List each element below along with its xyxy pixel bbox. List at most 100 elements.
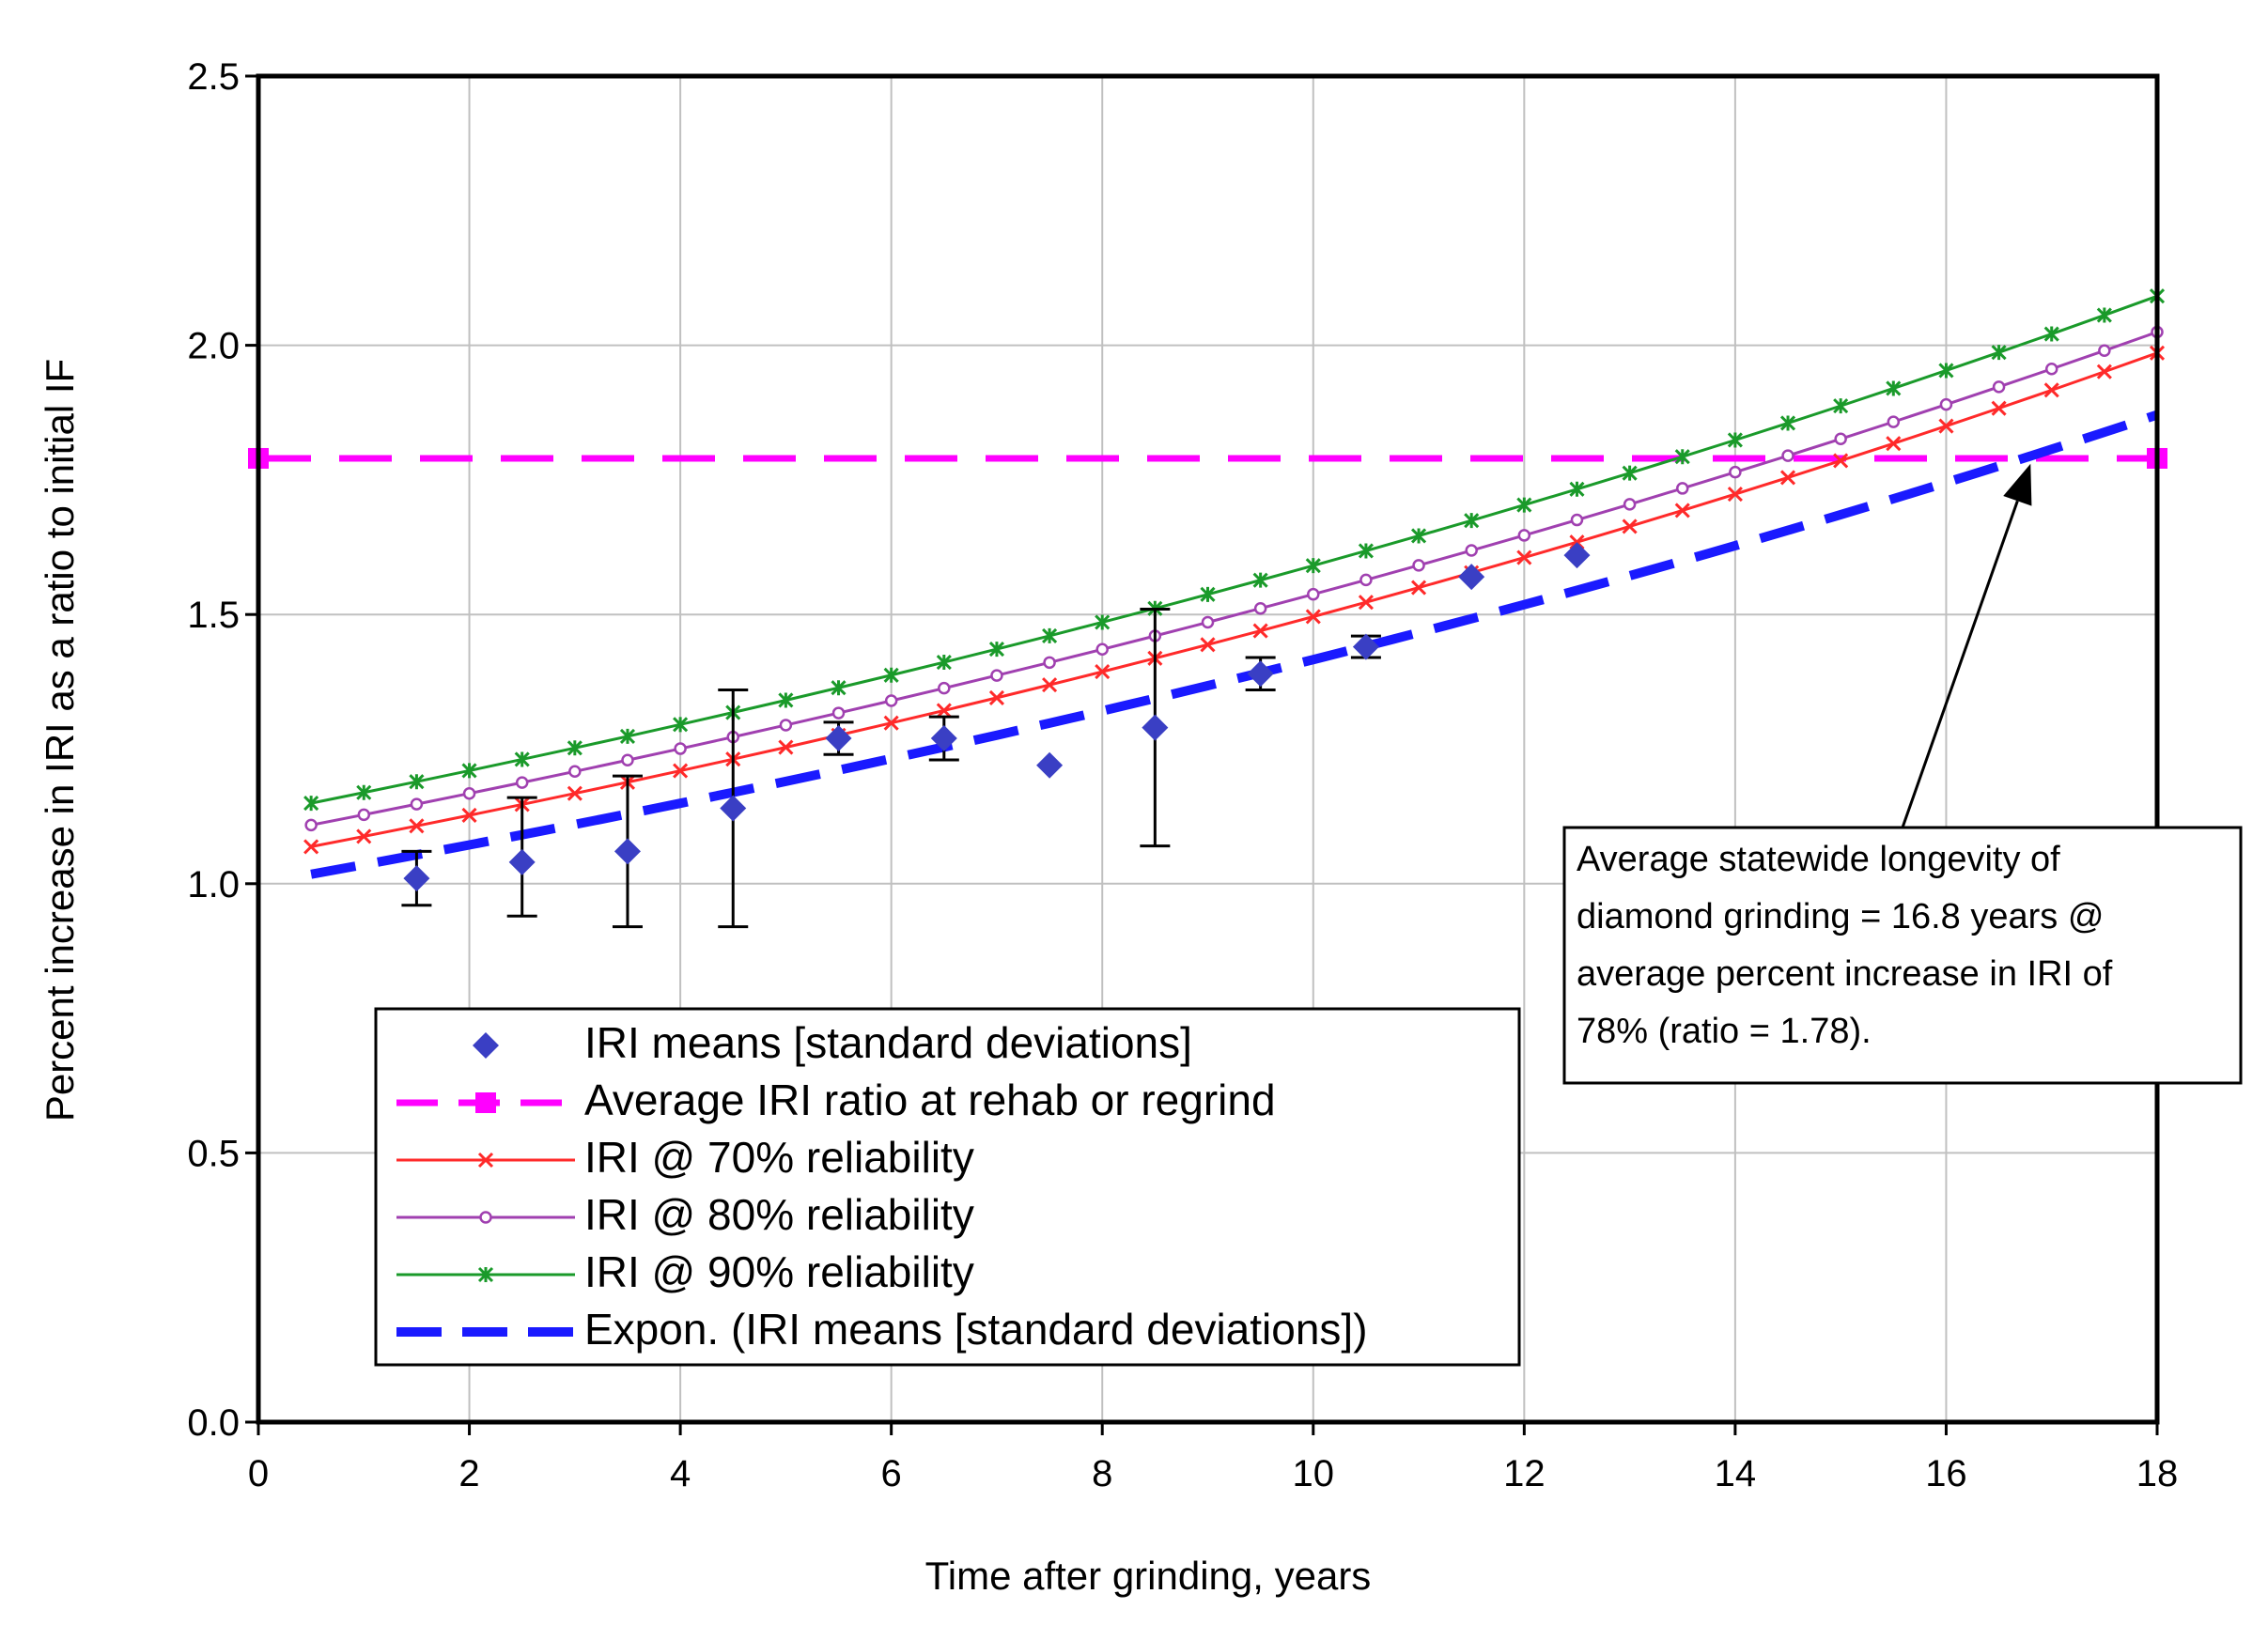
series-point-r80 (990, 669, 1003, 682)
legend-label-rehab: Average IRI ratio at rehab or regrind (584, 1076, 1276, 1124)
series-point-r70 (1516, 549, 1532, 565)
series-point-r90 (409, 774, 425, 790)
series-point-r90 (1886, 380, 1902, 396)
series-point-r90 (988, 642, 1005, 658)
series-point-r70 (1622, 518, 1638, 534)
series-point-r80 (1095, 642, 1109, 657)
series-point-r80 (1201, 615, 1215, 629)
series-point-r80 (2044, 362, 2058, 376)
annotation-box (1562, 826, 2243, 1085)
series-point-r70 (356, 828, 372, 844)
series-point-r70 (2096, 364, 2112, 379)
series-point-r90 (831, 680, 847, 696)
series-point-r80 (462, 786, 476, 800)
x-axis-title: Time after grinding, years (925, 1554, 1372, 1598)
series-point-r80 (1834, 432, 1847, 446)
series-point-r70 (1727, 486, 1743, 503)
series-line-r70 (310, 351, 2158, 848)
series-point-r90 (936, 654, 952, 671)
series-point-r90 (1779, 415, 1796, 431)
mean-point (614, 838, 641, 865)
x-axis: 0 2 4 6 8 10 12 14 16 18 (248, 1453, 2178, 1494)
mean-point (508, 848, 536, 875)
x-tick-label: 16 (1925, 1453, 1967, 1494)
legend-label-trend: Expon. (IRI means [standard deviations]) (584, 1305, 1368, 1354)
series-point-r80 (515, 776, 529, 789)
series-point-r70 (567, 785, 583, 801)
annotation: Average statewide longevity of diamond g… (1562, 463, 2243, 1085)
x-tick-label: 8 (1092, 1453, 1112, 1494)
legend-box (374, 1007, 1521, 1367)
series-point-r70 (936, 703, 952, 719)
series-point-r80 (884, 694, 898, 707)
series-point-r80 (1676, 482, 1689, 495)
mean-point (403, 865, 430, 892)
series-r70 (303, 345, 2166, 855)
annotation-line: diamond grinding = 16.8 years @ (1577, 897, 2104, 936)
y-tick-label: 2.0 (187, 326, 240, 367)
series-point-r80 (1253, 601, 1267, 615)
series-point-r80 (1517, 529, 1531, 542)
series-point-r90 (1305, 558, 1321, 574)
series-point-r70 (988, 689, 1005, 705)
legend-samples (396, 1032, 575, 1337)
series-point-r70 (409, 818, 425, 834)
legend-label-80: IRI @ 80% reliability (584, 1190, 974, 1239)
series-r80 (304, 325, 2164, 832)
annotation-arrow-line (1901, 500, 2019, 828)
series-point-r80 (1939, 397, 1953, 411)
y-tick-label: 0.5 (187, 1133, 240, 1174)
series-point-r70 (1095, 664, 1111, 680)
y-axis: 0.0 0.5 1.0 1.5 2.0 2.5 (187, 56, 240, 1444)
legend-sample-70-marker (477, 1152, 494, 1168)
series-point-r90 (1622, 465, 1638, 481)
series-line-r90 (310, 294, 2158, 805)
series-point-r90 (2096, 307, 2112, 323)
series-point-r90 (778, 692, 794, 708)
x-tick-label: 4 (670, 1453, 691, 1494)
series-point-r80 (674, 742, 687, 755)
legend-label-70: IRI @ 70% reliability (584, 1133, 974, 1182)
series-point-r90 (1833, 398, 1849, 414)
x-tick-label: 14 (1715, 1453, 1757, 1494)
series-point-r90 (1727, 432, 1743, 448)
series-point-r70 (1991, 400, 2007, 416)
series-r90 (303, 288, 2166, 812)
series-point-r80 (1887, 415, 1901, 428)
series-point-r90 (1095, 614, 1111, 630)
series-point-r70 (461, 807, 477, 824)
legend-sample-90-marker (477, 1266, 494, 1283)
series-point-r70 (1042, 677, 1058, 693)
series-point-r90 (1358, 543, 1374, 559)
series-point-r80 (1992, 380, 2006, 394)
series-point-r90 (1674, 449, 1690, 465)
y-tick-label: 0.0 (187, 1402, 240, 1444)
plot-frame (256, 73, 2160, 1425)
x-tick-label: 2 (458, 1453, 479, 1494)
series-point-r90 (1569, 481, 1585, 497)
mean-point (1142, 714, 1169, 741)
series-point-r80 (1623, 498, 1637, 511)
series-point-r90 (1464, 513, 1480, 529)
x-tick-label: 0 (248, 1453, 269, 1494)
series-point-r90 (673, 717, 689, 733)
series-point-r70 (1200, 637, 1216, 653)
series-point-r90 (567, 740, 583, 756)
x-tick-label: 6 (881, 1453, 902, 1494)
legend-sample-means (473, 1032, 499, 1059)
series-point-r80 (357, 808, 371, 822)
annotation-arrow-head (2003, 463, 2032, 506)
annotation-line: Average statewide longevity of (1577, 840, 2060, 879)
series-point-r90 (461, 763, 477, 779)
series-point-r90 (1991, 345, 2007, 361)
series-point-r90 (1200, 586, 1216, 602)
series-point-r70 (1252, 623, 1268, 639)
series-point-r80 (779, 719, 793, 732)
series-point-r90 (1042, 627, 1058, 643)
series-point-r70 (673, 763, 689, 779)
series-point-r80 (410, 797, 424, 811)
series-point-r80 (1570, 513, 1584, 527)
mean-point (1352, 633, 1379, 660)
series-point-r80 (1465, 544, 1478, 557)
